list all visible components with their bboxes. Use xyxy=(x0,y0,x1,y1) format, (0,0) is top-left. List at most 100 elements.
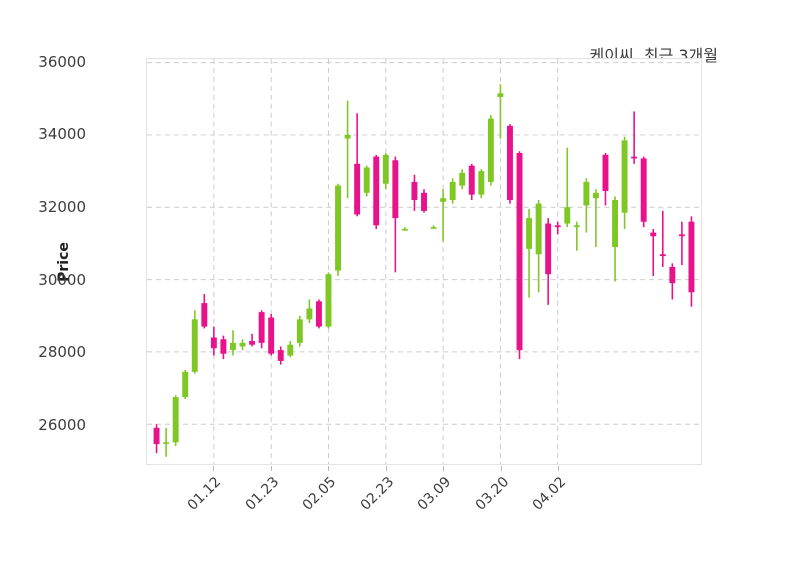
candle-body xyxy=(659,254,666,257)
candle xyxy=(363,165,370,197)
x-tick-label: 04.02 xyxy=(529,474,570,514)
candle-body xyxy=(191,319,198,372)
candle xyxy=(535,200,542,293)
candle-body xyxy=(430,227,437,229)
candle xyxy=(306,299,313,323)
candle xyxy=(249,333,256,347)
x-tick-label: 01.12 xyxy=(184,474,225,514)
candle xyxy=(459,169,466,190)
candle-body xyxy=(440,198,447,202)
x-tick-mark xyxy=(443,466,445,471)
x-tick-mark xyxy=(558,466,560,471)
candle-body xyxy=(277,350,284,361)
x-tick-mark xyxy=(213,466,215,471)
candle-body xyxy=(507,125,513,201)
x-tick-label: 02.23 xyxy=(357,474,397,514)
candle xyxy=(182,369,189,399)
candle-body xyxy=(487,118,494,182)
y-tick-label: 34000 xyxy=(38,125,86,144)
candle xyxy=(421,189,427,213)
candle-body xyxy=(459,172,466,186)
candle xyxy=(583,178,590,233)
candle xyxy=(497,84,504,139)
candle-body xyxy=(478,171,485,195)
x-tick-mark xyxy=(385,466,387,471)
y-tick-label: 32000 xyxy=(38,197,86,216)
y-tick-label: 30000 xyxy=(38,270,86,289)
candle xyxy=(526,209,533,298)
candle xyxy=(507,124,513,204)
candle-body xyxy=(535,203,542,255)
candle xyxy=(325,272,332,329)
candle-body xyxy=(526,218,533,249)
candle-body xyxy=(592,192,599,199)
candle-body xyxy=(258,312,265,343)
candle xyxy=(287,341,294,358)
candle-body xyxy=(363,167,370,193)
candle-body xyxy=(335,185,341,271)
candle xyxy=(554,221,561,235)
candle-body xyxy=(650,232,657,237)
candle-body xyxy=(249,341,256,345)
candle xyxy=(392,156,399,273)
candle xyxy=(678,221,685,266)
y-tick-label: 28000 xyxy=(38,343,86,362)
candle-body xyxy=(602,154,609,191)
candle xyxy=(411,174,418,211)
candle-body xyxy=(621,140,628,213)
candle xyxy=(172,395,179,446)
candle-body xyxy=(354,163,361,215)
candle-body xyxy=(678,234,685,237)
candle xyxy=(612,196,618,282)
y-tick-label: 36000 xyxy=(38,52,86,71)
grid-layer xyxy=(147,59,701,464)
candle xyxy=(401,227,408,231)
candle-body xyxy=(344,134,351,139)
candle-body xyxy=(220,339,227,354)
candle-body xyxy=(210,337,217,349)
candle-body xyxy=(631,156,638,159)
candle xyxy=(650,228,657,276)
x-tick-mark xyxy=(500,466,502,471)
x-tick-label: 01.23 xyxy=(242,474,282,514)
candle xyxy=(478,169,485,199)
x-tick-label: 03.20 xyxy=(472,474,513,514)
candle xyxy=(564,147,571,228)
candle-body xyxy=(392,160,399,219)
candle-body xyxy=(182,371,189,398)
candle-series xyxy=(153,84,695,457)
candle xyxy=(354,113,361,217)
candle xyxy=(631,111,638,164)
candle-body xyxy=(172,397,179,443)
candle-body xyxy=(325,274,332,327)
candle-body xyxy=(230,342,236,351)
candle xyxy=(268,313,275,356)
candle-body xyxy=(411,181,418,201)
candle-body xyxy=(296,319,303,343)
candle xyxy=(296,315,303,347)
candle-body xyxy=(239,342,246,347)
candle-body xyxy=(564,207,571,224)
candle xyxy=(468,163,475,201)
candle-body xyxy=(669,266,676,284)
candle xyxy=(659,210,666,267)
candle-body xyxy=(382,154,389,184)
candle xyxy=(344,100,351,199)
candle xyxy=(373,154,380,229)
candle xyxy=(315,299,322,329)
candle xyxy=(602,153,609,206)
candle xyxy=(230,330,236,356)
candle-body xyxy=(201,303,208,327)
candle xyxy=(210,326,217,356)
candle xyxy=(545,218,552,305)
candle xyxy=(277,346,284,365)
candle-body xyxy=(163,442,170,444)
candle xyxy=(640,156,647,228)
candle-body xyxy=(640,158,647,222)
candle xyxy=(430,225,437,229)
candle xyxy=(335,183,341,276)
candle-body xyxy=(516,153,523,351)
plot-area xyxy=(146,58,702,465)
candle xyxy=(573,221,580,251)
